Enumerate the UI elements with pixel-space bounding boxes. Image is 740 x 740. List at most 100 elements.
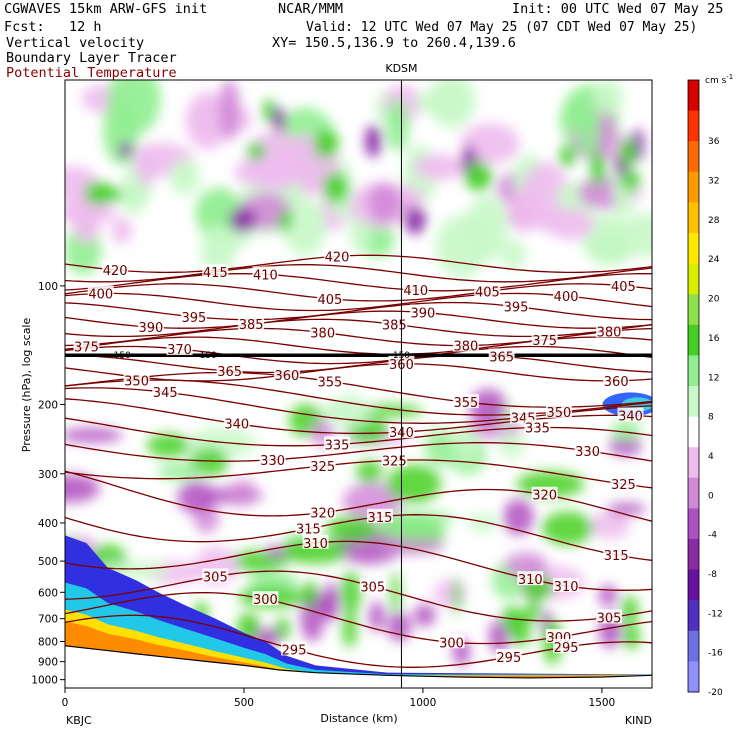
colorbar-frame xyxy=(687,79,700,693)
theta-label-bg xyxy=(252,591,279,606)
theta-label: 360 xyxy=(275,369,300,384)
colorbar-swatch xyxy=(688,141,699,173)
theta-label: 350 xyxy=(547,406,572,421)
terrain-line xyxy=(65,645,652,679)
w-cell xyxy=(413,603,436,627)
y-tick-label: 300 xyxy=(38,469,58,481)
w-cell xyxy=(283,198,327,257)
w-cell xyxy=(546,208,595,240)
colorbar-label: 28 xyxy=(708,216,720,226)
w-cell xyxy=(195,187,242,238)
w-cell xyxy=(342,610,357,648)
colorbar-swatch xyxy=(688,477,699,509)
colorbar-label: -16 xyxy=(708,649,723,659)
w-cell xyxy=(185,91,230,150)
colorbar-label: 8 xyxy=(708,413,714,423)
theta-label: 370 xyxy=(167,343,192,358)
colorbar-swatch xyxy=(688,80,699,112)
theta-label: 305 xyxy=(203,570,228,585)
theta-label-bg xyxy=(438,634,465,649)
w-cell-core xyxy=(464,161,493,192)
theta-contour-labels: 420 420 415 410 410 405 405 405 400 400 395 395 390 3… xyxy=(73,248,644,666)
theta-label-bg xyxy=(87,285,114,300)
theta-label-bg xyxy=(524,419,551,434)
theta-label: 325 xyxy=(310,460,335,475)
w-cell-core xyxy=(559,145,575,168)
w-cell xyxy=(356,460,383,484)
theta-label: 360 xyxy=(604,375,629,390)
w-cell-core xyxy=(364,124,382,158)
w-cell xyxy=(541,511,594,546)
vertical-velocity-field xyxy=(65,80,652,667)
theta-contour-360 xyxy=(65,363,652,382)
colorbar-label: 24 xyxy=(708,255,720,265)
w-cell xyxy=(386,464,442,504)
theta-label: 390 xyxy=(411,306,436,321)
theta-contour-395 xyxy=(65,301,652,321)
colorbar-swatch xyxy=(688,263,699,295)
w-cell xyxy=(497,432,526,458)
theta-contour-325 xyxy=(65,459,652,489)
colorbar-swatch xyxy=(688,202,699,234)
y-tick-label: 800 xyxy=(38,636,58,648)
w-cell xyxy=(368,601,385,632)
theta-label: 355 xyxy=(317,375,342,390)
theta-label: 355 xyxy=(453,396,478,411)
theta-label: 310 xyxy=(554,580,579,595)
colorbar-swatch xyxy=(688,569,699,601)
theta-label-bg xyxy=(309,457,336,472)
w-cell xyxy=(589,511,631,539)
theta-label: 340 xyxy=(224,418,249,433)
theta-contour-375 xyxy=(65,336,652,355)
w-cell xyxy=(509,187,539,233)
theta-label-bg xyxy=(302,534,329,549)
w-cell xyxy=(157,463,203,481)
theta-label-bg xyxy=(216,363,243,378)
w-cell-core xyxy=(229,207,257,233)
theta-label-bg xyxy=(502,298,529,313)
theta-label-bg xyxy=(531,332,558,347)
theta-label-bg xyxy=(324,248,351,263)
theta-label-bg xyxy=(152,384,179,399)
colorbar-swatch xyxy=(688,386,699,418)
theta-label-bg xyxy=(488,348,515,363)
w-cell xyxy=(107,80,161,135)
theta-label-bg xyxy=(603,546,630,561)
theta-label: 380 xyxy=(597,325,622,340)
theta-label: 320 xyxy=(532,489,557,504)
y-tick-label: 600 xyxy=(38,587,58,599)
x-tick-label: 1000 xyxy=(410,697,437,709)
w-cell xyxy=(65,474,100,503)
y-tick-label: 500 xyxy=(38,556,58,568)
cross-section-coords: XY= 150.5,136.9 to 260.4,139.6 xyxy=(272,35,516,51)
theta-label: 330 xyxy=(260,454,285,469)
y-tick-label: 400 xyxy=(38,518,58,530)
theta-contour-305 xyxy=(65,570,652,622)
theta-label-bg xyxy=(238,316,265,331)
w-cell-core xyxy=(272,107,286,132)
y-tick-label: 1000 xyxy=(31,675,58,687)
colorbar-label: -8 xyxy=(708,570,717,580)
w-cell xyxy=(65,428,123,443)
theta-label: 305 xyxy=(360,580,385,595)
x-tick-label: 1500 xyxy=(589,697,616,709)
theta-label-bg xyxy=(596,323,623,338)
w-cell-core xyxy=(313,129,339,159)
w-cell xyxy=(302,580,318,608)
w-cell xyxy=(391,571,400,618)
theta-label: 315 xyxy=(604,549,629,564)
colorbar-label: 36 xyxy=(708,137,720,147)
theta-label-bg xyxy=(180,308,207,323)
y-tick-label: 200 xyxy=(38,399,58,411)
theta-label-bg xyxy=(273,366,300,381)
theta-label-bg xyxy=(452,337,479,352)
theta-label-bg xyxy=(359,578,386,593)
theta-contour-365 xyxy=(65,354,652,374)
colorbar-swatch xyxy=(688,508,699,540)
w-cell xyxy=(598,585,618,606)
theta-label: 375 xyxy=(74,341,99,356)
w-cell xyxy=(340,571,361,616)
field-potential-temperature: Potential Temperature xyxy=(6,65,177,81)
theta-label-bg xyxy=(123,372,150,387)
theta-label-bg xyxy=(316,373,343,388)
